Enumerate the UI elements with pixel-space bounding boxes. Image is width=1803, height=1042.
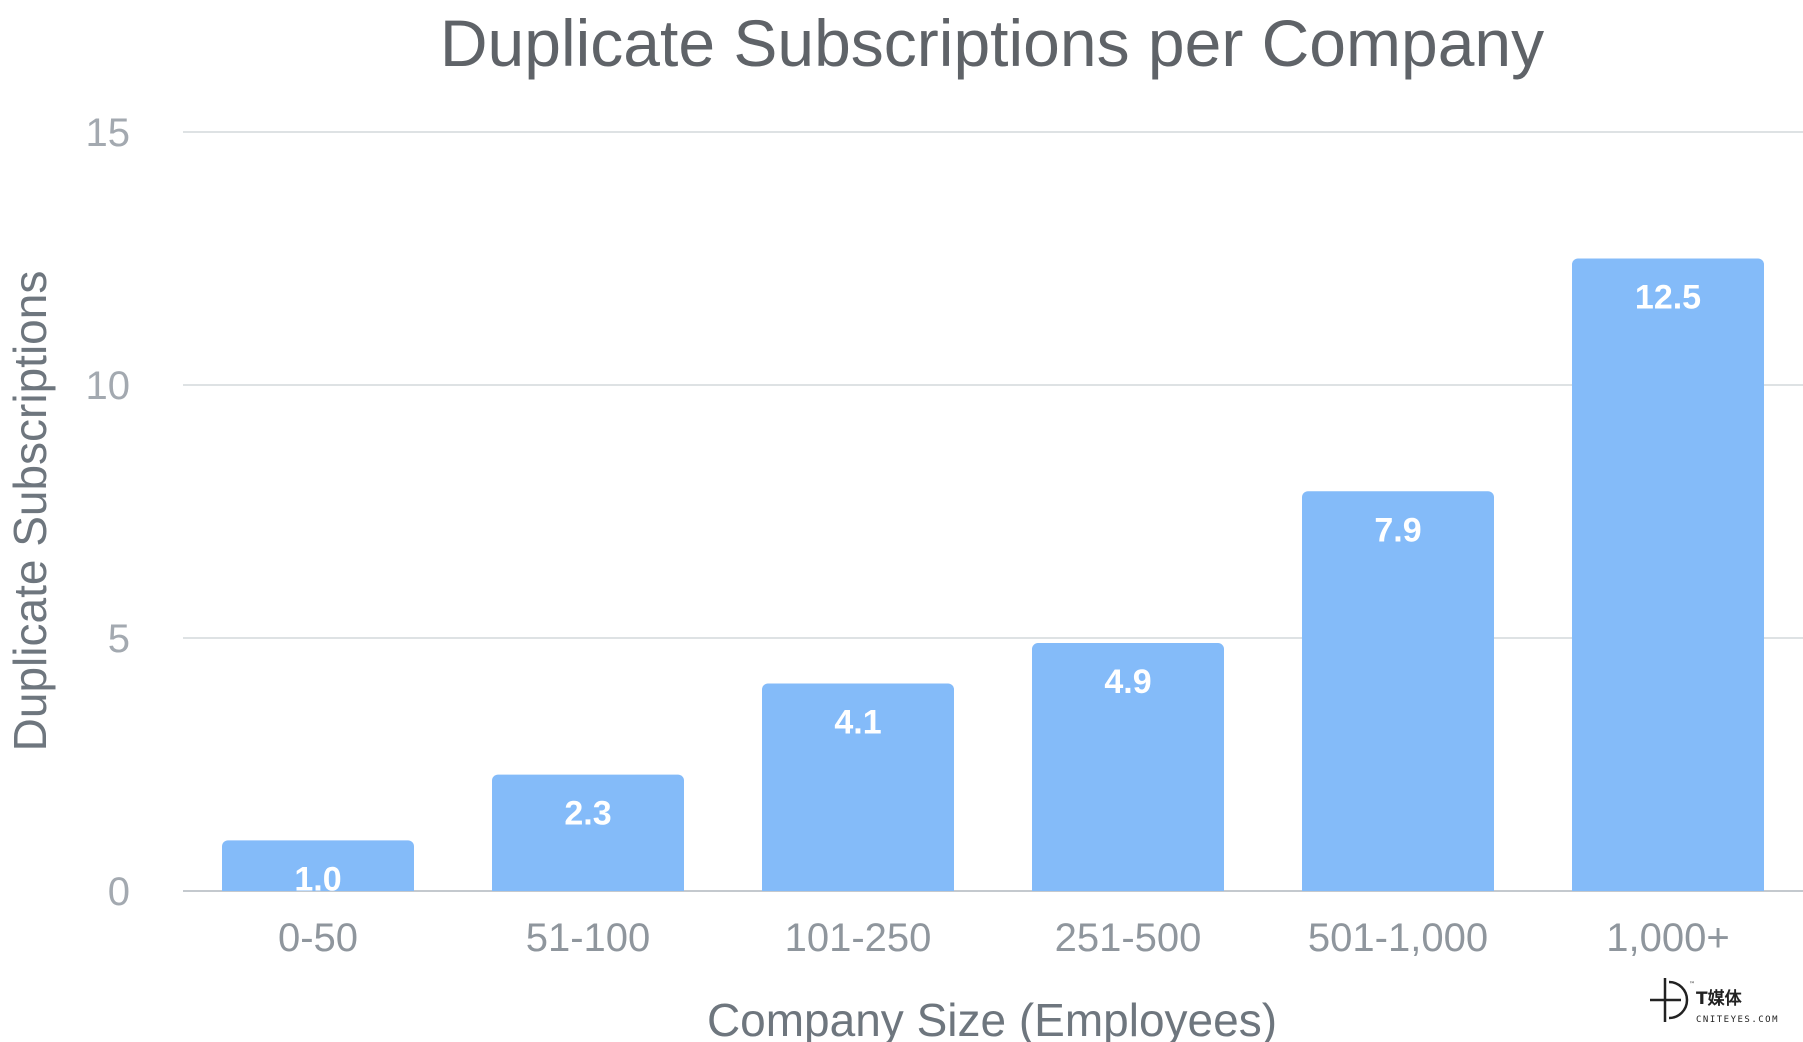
- crosshair-icon: [1650, 978, 1689, 1022]
- y-tick-label: 10: [86, 364, 131, 408]
- y-tick-label: 0: [108, 870, 130, 914]
- bar-base: [492, 883, 684, 891]
- data-label: 4.1: [834, 704, 881, 742]
- x-tick-label: 251-500: [1055, 916, 1202, 960]
- bar: [762, 683, 954, 891]
- bars: [222, 258, 1764, 891]
- data-label: 1.0: [294, 860, 341, 898]
- bar-base: [1032, 883, 1224, 891]
- gridlines: [183, 131, 1803, 892]
- x-tick-label: 1,000+: [1606, 916, 1729, 960]
- chart-title: Duplicate Subscriptions per Company: [440, 6, 1544, 80]
- watermark-sub-text: CNITEYES.COM: [1696, 1015, 1779, 1025]
- x-tick-labels: 0-50 51-100 101-250 251-500 501-1,000 1,000+: [278, 916, 1730, 960]
- y-tick-label: 5: [108, 617, 130, 661]
- x-tick-label: 0-50: [278, 916, 358, 960]
- bar: [222, 840, 414, 891]
- x-tick-label: 501-1,000: [1308, 916, 1488, 960]
- x-tick-label: 51-100: [526, 916, 651, 960]
- x-axis-title: Company Size (Employees): [707, 994, 1277, 1042]
- data-label: 7.9: [1374, 511, 1421, 549]
- bar-base: [1572, 883, 1764, 891]
- watermark-main-text: T媒体: [1696, 988, 1743, 1009]
- bar: [1572, 258, 1764, 891]
- x-tick-label: 101-250: [785, 916, 932, 960]
- bar: [1032, 643, 1224, 891]
- y-tick-label: 15: [86, 111, 131, 155]
- data-labels: 1.0 2.3 4.1 4.9 7.9 12.5: [294, 279, 1701, 899]
- y-tick-labels: 0 5 10 15: [86, 111, 131, 914]
- y-axis-title: Duplicate Subscriptions: [4, 271, 56, 752]
- data-label: 2.3: [564, 795, 611, 833]
- watermark-tm: ™: [1689, 981, 1695, 988]
- data-label: 4.9: [1104, 663, 1151, 701]
- bar: [492, 774, 684, 891]
- bar-base: [762, 883, 954, 891]
- bar-base: [222, 883, 414, 891]
- bar-base: [1302, 883, 1494, 891]
- bar: [1302, 491, 1494, 891]
- watermark-logo: ™ T媒体 CNITEYES.COM: [1650, 978, 1779, 1025]
- data-label: 12.5: [1635, 279, 1701, 317]
